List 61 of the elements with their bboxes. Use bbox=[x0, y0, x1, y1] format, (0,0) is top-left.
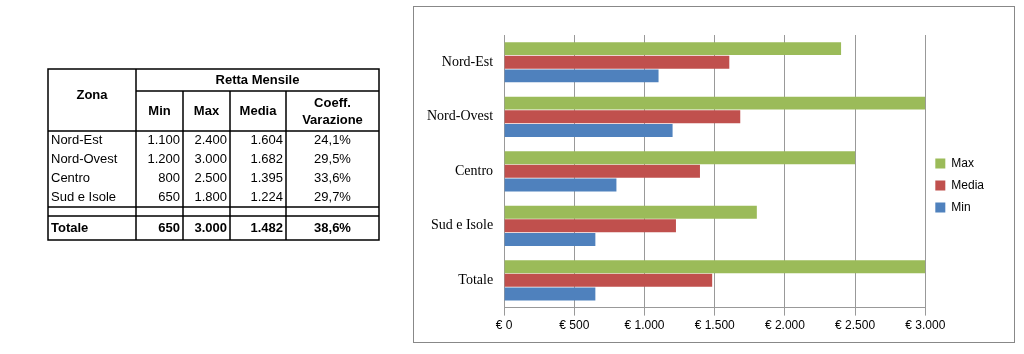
text: 1.800 bbox=[194, 189, 227, 205]
text: 1.224 bbox=[250, 189, 283, 205]
text: 1.482 bbox=[250, 219, 283, 235]
text: 650 bbox=[158, 189, 180, 205]
bar bbox=[504, 42, 842, 56]
legend-label: Media bbox=[951, 177, 985, 192]
category-label: Max bbox=[193, 102, 220, 118]
y-tick-label: Totale bbox=[458, 272, 494, 288]
bar bbox=[504, 260, 926, 274]
x-tick-label: € 2.000 bbox=[764, 318, 806, 333]
category-label: Media bbox=[239, 102, 278, 118]
text: 1.682 bbox=[250, 151, 283, 167]
bar bbox=[504, 69, 659, 83]
x-tick-label: € 1.500 bbox=[694, 318, 736, 333]
x-tick-label: € 3.000 bbox=[905, 318, 946, 333]
legend-label: Min bbox=[951, 199, 971, 214]
x-tick-label: € 1.000 bbox=[624, 318, 665, 333]
text: 1.200 bbox=[147, 151, 180, 167]
text: 1.395 bbox=[250, 170, 283, 186]
category-label: Sud e Isole bbox=[51, 189, 117, 205]
bar bbox=[504, 164, 700, 178]
bar bbox=[504, 55, 730, 69]
category-label: Nord-Ovest bbox=[51, 151, 118, 167]
y-tick-label: Sud e Isole bbox=[430, 217, 494, 233]
bar bbox=[504, 178, 617, 192]
text: 38,6% bbox=[314, 219, 351, 235]
text: 3.000 bbox=[194, 151, 227, 167]
x-tick-label: € 2.500 bbox=[835, 318, 876, 333]
y-tick-label: Nord-Est bbox=[441, 53, 494, 69]
bar bbox=[504, 96, 926, 110]
text: 3.000 bbox=[194, 219, 227, 235]
bar bbox=[504, 151, 856, 165]
text: Zona bbox=[76, 86, 109, 102]
text: 2.400 bbox=[194, 132, 227, 148]
category-label: Totale bbox=[51, 219, 89, 235]
bar bbox=[504, 205, 757, 219]
text: 29,5% bbox=[314, 151, 351, 167]
text: 24,1% bbox=[314, 132, 351, 148]
text: 2.500 bbox=[194, 170, 227, 186]
text: 29,7% bbox=[314, 189, 351, 205]
text: 650 bbox=[158, 219, 180, 235]
bar bbox=[504, 110, 741, 124]
legend-label: Max bbox=[951, 155, 974, 170]
text: Retta Mensile bbox=[215, 71, 300, 87]
category-label: Min bbox=[148, 102, 171, 118]
bar bbox=[504, 287, 596, 301]
text: 800 bbox=[158, 170, 180, 186]
text: 1.100 bbox=[147, 132, 180, 148]
x-tick-label: € 0 bbox=[495, 318, 513, 333]
y-tick-label: Centro bbox=[454, 162, 494, 178]
y-tick-label: Nord-Ovest bbox=[426, 108, 494, 124]
category-label: Centro bbox=[51, 170, 91, 186]
bar bbox=[504, 219, 676, 233]
category-label: Nord-Est bbox=[51, 132, 103, 148]
bar bbox=[504, 123, 673, 137]
text: 1.604 bbox=[250, 132, 283, 148]
x-tick-label: € 500 bbox=[559, 318, 590, 333]
text: 33,6% bbox=[314, 170, 351, 186]
category-label: Coeff. Varazione bbox=[302, 94, 363, 127]
bar bbox=[504, 232, 596, 246]
bar bbox=[504, 273, 713, 287]
